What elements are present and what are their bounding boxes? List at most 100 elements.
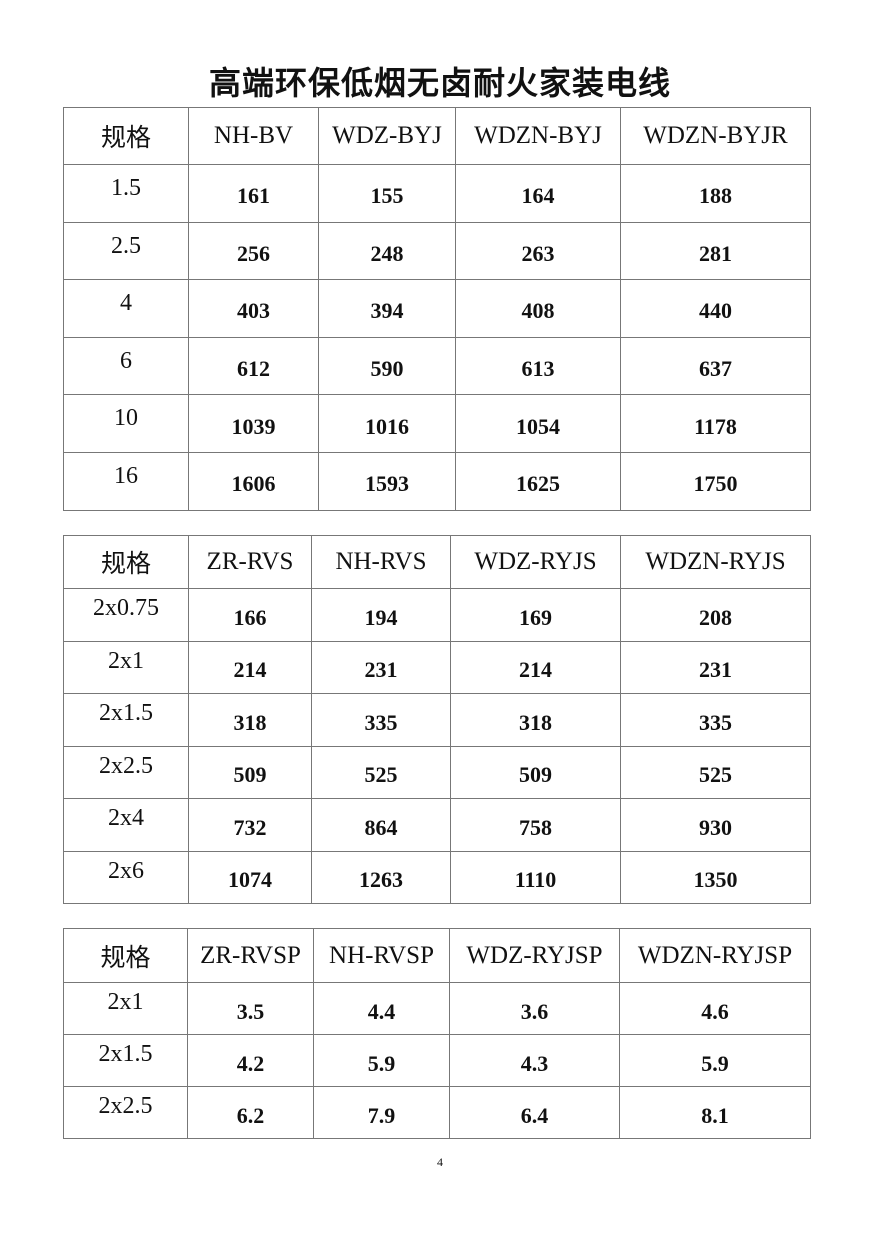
table-row: 2x0.75 166 194 169 208 <box>63 588 811 642</box>
price-cell: 1054 <box>455 394 621 453</box>
price-cell: 1593 <box>318 451 456 511</box>
price-cell: 4.2 <box>187 1034 314 1087</box>
price-cell: 214 <box>188 640 312 694</box>
price-cell: 169 <box>450 588 621 642</box>
column-header-model: ZR-RVSP <box>187 928 314 983</box>
price-cell: 335 <box>620 693 811 747</box>
spec-cell: 1.5 <box>63 164 189 223</box>
table-header-row: 规格 NH-BV WDZ-BYJ WDZN-BYJ WDZN-BYJR <box>63 107 811 165</box>
price-cell: 6.2 <box>187 1086 314 1139</box>
price-cell: 3.5 <box>187 982 314 1035</box>
spec-cell: 2x1.5 <box>63 1034 188 1087</box>
price-cell: 612 <box>188 336 319 396</box>
price-cell: 1074 <box>188 850 312 904</box>
table-row: 16 1606 1593 1625 1750 <box>63 451 811 511</box>
price-cell: 403 <box>188 279 319 338</box>
price-cell: 509 <box>450 745 621 799</box>
price-cell: 335 <box>311 693 451 747</box>
price-cell: 155 <box>318 164 456 223</box>
price-cell: 4.6 <box>619 982 811 1035</box>
price-cell: 7.9 <box>313 1086 450 1139</box>
price-cell: 5.9 <box>619 1034 811 1087</box>
price-table-bv-byj: 规格 NH-BV WDZ-BYJ WDZN-BYJ WDZN-BYJR 1.5 161 155… <box>63 107 811 511</box>
price-cell: 4.4 <box>313 982 450 1035</box>
spec-cell: 4 <box>63 279 189 338</box>
table-row: 2.5 256 248 263 281 <box>63 221 811 281</box>
price-table-rvs-ryjs: 规格 ZR-RVS NH-RVS WDZ-RYJS WDZN-RYJS 2x0.75 166… <box>63 535 811 904</box>
price-cell: 509 <box>188 745 312 799</box>
table-row: 2x1 3.5 4.4 3.6 4.6 <box>63 982 811 1035</box>
column-header-model: WDZN-BYJR <box>620 107 811 165</box>
price-cell: 525 <box>311 745 451 799</box>
price-cell: 525 <box>620 745 811 799</box>
column-header-model: WDZN-RYJSP <box>619 928 811 983</box>
table-row: 2x2.5 509 525 509 525 <box>63 745 811 799</box>
price-cell: 1606 <box>188 451 319 511</box>
price-cell: 6.4 <box>449 1086 620 1139</box>
price-cell: 440 <box>620 279 811 338</box>
price-cell: 637 <box>620 336 811 396</box>
price-cell: 256 <box>188 221 319 281</box>
column-header-spec: 规格 <box>63 535 189 589</box>
table-row: 1.5 161 155 164 188 <box>63 164 811 223</box>
table-row: 2x2.5 6.2 7.9 6.4 8.1 <box>63 1086 811 1139</box>
price-cell: 1016 <box>318 394 456 453</box>
price-cell: 3.6 <box>449 982 620 1035</box>
table-row: 2x6 1074 1263 1110 1350 <box>63 850 811 904</box>
price-table-rvsp-ryjsp: 规格 ZR-RVSP NH-RVSP WDZ-RYJSP WDZN-RYJSP 2x1 3.… <box>63 928 811 1139</box>
price-cell: 1110 <box>450 850 621 904</box>
price-cell: 408 <box>455 279 621 338</box>
spec-cell: 16 <box>63 451 189 511</box>
spec-cell: 6 <box>63 336 189 396</box>
price-cell: 758 <box>450 798 621 852</box>
price-cell: 248 <box>318 221 456 281</box>
price-cell: 166 <box>188 588 312 642</box>
price-cell: 1625 <box>455 451 621 511</box>
price-cell: 930 <box>620 798 811 852</box>
spec-cell: 2x6 <box>63 850 189 904</box>
table-row: 2x4 732 864 758 930 <box>63 798 811 852</box>
column-header-model: ZR-RVS <box>188 535 312 589</box>
price-cell: 5.9 <box>313 1034 450 1087</box>
price-cell: 194 <box>311 588 451 642</box>
price-cell: 318 <box>188 693 312 747</box>
price-cell: 281 <box>620 221 811 281</box>
table-row: 6 612 590 613 637 <box>63 336 811 396</box>
price-cell: 1178 <box>620 394 811 453</box>
price-cell: 164 <box>455 164 621 223</box>
price-cell: 208 <box>620 588 811 642</box>
table-header-row: 规格 ZR-RVS NH-RVS WDZ-RYJS WDZN-RYJS <box>63 535 811 589</box>
price-cell: 1263 <box>311 850 451 904</box>
table-header-row: 规格 ZR-RVSP NH-RVSP WDZ-RYJSP WDZN-RYJSP <box>63 928 811 983</box>
price-cell: 590 <box>318 336 456 396</box>
price-cell: 864 <box>311 798 451 852</box>
price-cell: 214 <box>450 640 621 694</box>
price-cell: 318 <box>450 693 621 747</box>
price-cell: 1039 <box>188 394 319 453</box>
price-cell: 732 <box>188 798 312 852</box>
column-header-model: WDZN-BYJ <box>455 107 621 165</box>
spec-cell: 2x4 <box>63 798 189 852</box>
price-cell: 394 <box>318 279 456 338</box>
spec-cell: 2x2.5 <box>63 1086 188 1139</box>
price-cell: 188 <box>620 164 811 223</box>
spec-cell: 10 <box>63 394 189 453</box>
price-cell: 161 <box>188 164 319 223</box>
column-header-model: NH-BV <box>188 107 319 165</box>
column-header-spec: 规格 <box>63 928 188 983</box>
table-row: 2x1.5 318 335 318 335 <box>63 693 811 747</box>
spec-cell: 2x1 <box>63 640 189 694</box>
spec-cell: 2.5 <box>63 221 189 281</box>
price-cell: 231 <box>311 640 451 694</box>
spec-cell: 2x1 <box>63 982 188 1035</box>
price-cell: 613 <box>455 336 621 396</box>
column-header-model: WDZ-BYJ <box>318 107 456 165</box>
column-header-model: WDZN-RYJS <box>620 535 811 589</box>
column-header-model: WDZ-RYJS <box>450 535 621 589</box>
document-title: 高端环保低烟无卤耐火家装电线 <box>208 64 671 102</box>
table-row: 2x1.5 4.2 5.9 4.3 5.9 <box>63 1034 811 1087</box>
spec-cell: 2x2.5 <box>63 745 189 799</box>
table-row: 2x1 214 231 214 231 <box>63 640 811 694</box>
price-cell: 231 <box>620 640 811 694</box>
price-cell: 1750 <box>620 451 811 511</box>
